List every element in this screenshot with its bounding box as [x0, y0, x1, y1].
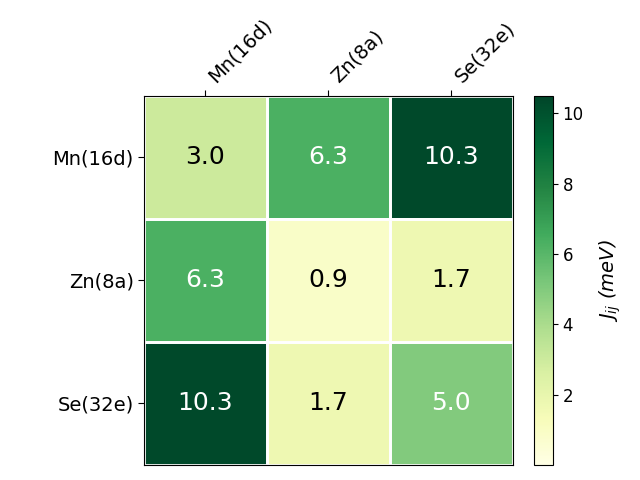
- Bar: [390, 219, 513, 342]
- Text: 1.7: 1.7: [431, 268, 471, 292]
- Bar: [143, 219, 267, 342]
- Text: 10.3: 10.3: [424, 145, 479, 169]
- Text: 10.3: 10.3: [177, 391, 233, 415]
- Bar: [267, 342, 390, 465]
- Bar: [267, 96, 390, 219]
- Text: 3.0: 3.0: [185, 145, 225, 169]
- Text: 1.7: 1.7: [308, 391, 348, 415]
- Bar: [390, 342, 513, 465]
- Text: 0.9: 0.9: [308, 268, 348, 292]
- Text: 6.3: 6.3: [308, 145, 348, 169]
- Bar: [390, 96, 513, 219]
- Bar: [267, 219, 390, 342]
- Bar: [143, 342, 267, 465]
- Bar: [143, 96, 267, 219]
- Y-axis label: $J_{ij}$ (meV): $J_{ij}$ (meV): [598, 239, 623, 322]
- Text: 6.3: 6.3: [185, 268, 225, 292]
- Text: 5.0: 5.0: [431, 391, 471, 415]
